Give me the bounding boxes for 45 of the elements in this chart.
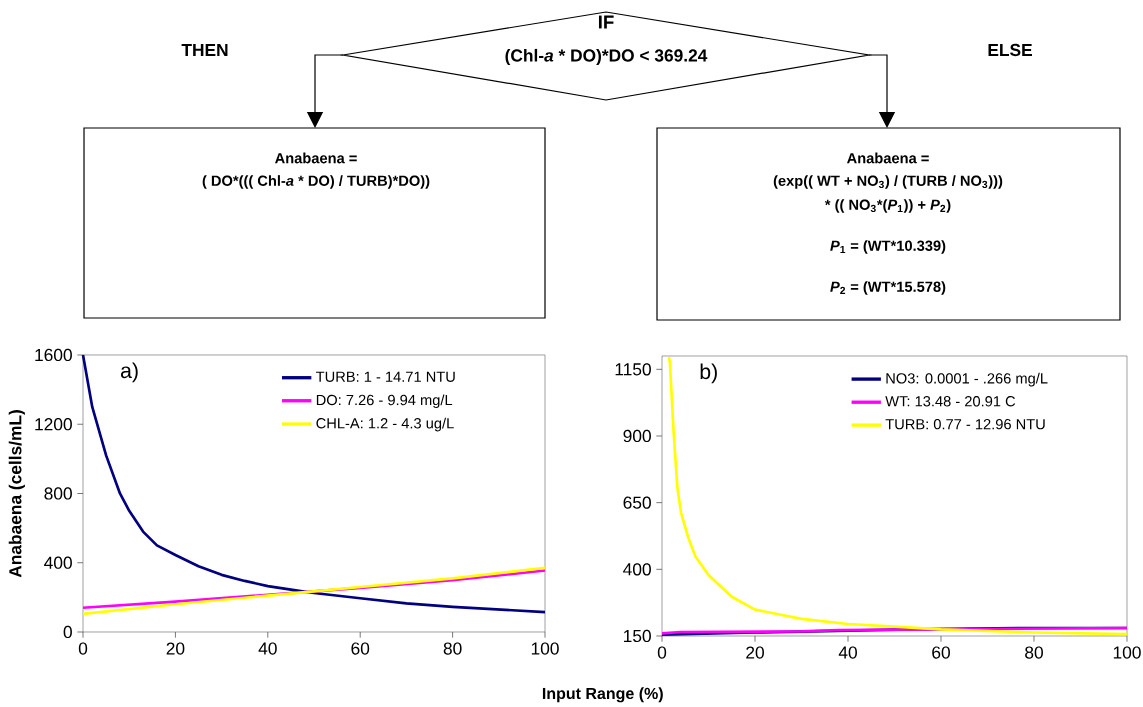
legend-label: WT: 13.48 - 20.91 C [885,396,1016,407]
x-tick-label: 0 [657,646,667,659]
text: THEN [181,44,228,56]
line-series [667,355,1129,636]
y-tick-label: 0 [63,625,72,639]
legend-label: CHL-A: 1.2 - 4.3 ug/L [316,417,454,432]
y-tick-label: 800 [44,487,72,500]
x-tick-label: 80 [443,642,462,655]
x-axis-title: Input Range (%) [542,687,663,703]
x-tick-label: 100 [531,642,559,655]
text: IF [598,15,614,29]
x-tick-label: 0 [78,642,88,655]
text: * (( NO$_{3}$*(P$_{1}$)) + P$_{2}$) [824,199,951,213]
y-tick-label: 400 [623,563,651,576]
legend-label: TURB: 0.77 - 12.96 NTU [885,419,1045,430]
y-tick-label: 1200 [35,418,72,431]
text: P$_{1}$ = (WT*10.339) [830,240,946,254]
x-tick-label: 40 [838,646,857,659]
y-axis-title: Anabaena (cells/mL) [8,410,25,578]
x-tick-label: 20 [746,646,764,659]
legend-label: NO3: 0.0001 - .266 mg/L [886,372,1048,387]
x-tick-label: 100 [1113,646,1141,659]
text: (exp(( WT + NO$_{3}$) / (TURB / NO$_{3}$))) [773,175,1003,189]
text: Anabaena = [275,152,357,164]
text: (Chl-a * DO)*DO < 369.24 [505,48,708,66]
y-tick-label: 1600 [35,348,72,362]
y-tick-label: 400 [44,556,72,569]
text: P$_{2}$ = (WT*15.578) [830,281,946,295]
text: ELSE [988,43,1032,57]
annotation: a) [120,362,138,383]
annotation: b) [700,363,717,384]
y-tick-label: 1150 [615,363,651,376]
text: ( DO*((( Chl-a * DO) / TURB)*DO)) [202,175,430,189]
y-tick-label: 150 [624,629,651,643]
legend-label: DO: 7.26 - 9.94 mg/L [316,394,453,409]
text: Anabaena = [846,152,929,164]
y-tick-label: 900 [623,429,651,443]
legend-label: TURB: 1 - 14.71 NTU [316,371,455,382]
x-tick-label: 80 [1025,646,1043,659]
y-tick-label: 650 [623,496,651,509]
x-tick-label: 60 [351,642,370,655]
x-tick-label: 20 [166,642,185,655]
x-tick-label: 60 [932,646,950,659]
line-series [81,566,547,616]
x-tick-label: 40 [258,642,277,655]
